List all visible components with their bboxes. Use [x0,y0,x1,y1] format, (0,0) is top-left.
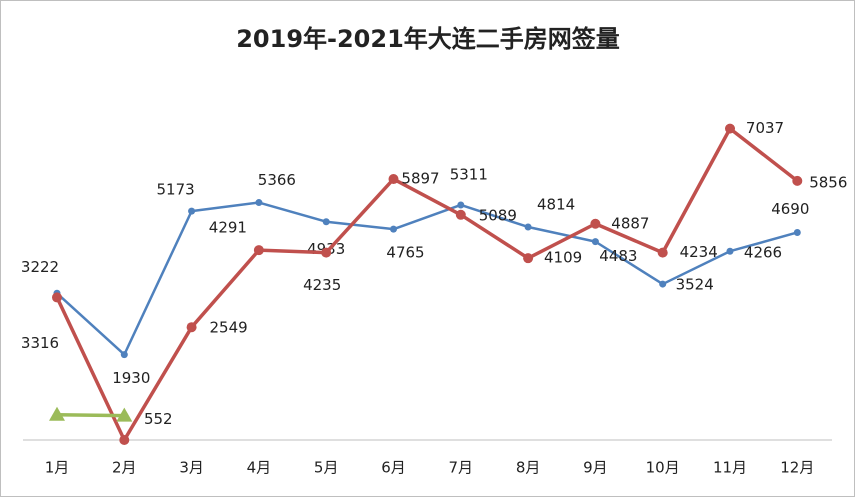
data-label: 4887 [611,214,649,232]
point [186,322,197,333]
data-label: 3222 [21,258,59,276]
x-tick-label: 3月 [179,459,204,477]
data-label: 1930 [112,369,150,387]
x-tick-label: 5月 [314,459,339,477]
point [119,435,130,445]
data-label: 3524 [676,276,714,294]
data-label: 5366 [258,171,296,189]
x-tick-label: 10月 [646,459,680,477]
point [188,207,196,215]
point [524,223,532,231]
point [255,199,263,207]
point [321,247,332,258]
point [793,228,801,236]
point [49,406,65,421]
x-tick-label: 8月 [516,459,541,477]
data-label: 4765 [386,244,424,262]
data-label: 7037 [746,119,784,137]
point [253,245,264,256]
point [52,292,62,303]
point [322,218,330,226]
data-label: 5856 [809,173,847,191]
data-label: 2549 [210,319,248,337]
data-label: 4266 [744,244,782,262]
point [590,218,601,229]
x-tick-label: 4月 [247,459,272,477]
x-tick-label: 11月 [713,459,747,477]
point [725,123,735,134]
data-label: 4234 [680,243,718,261]
x-tick-label: 7月 [449,459,474,477]
data-label: 552 [144,410,173,428]
point [657,247,668,258]
series-line [56,201,798,356]
series-line [56,413,125,418]
chart-title: 2019年-2021年大连二手房网签量 [236,25,620,53]
data-label: 5311 [450,165,488,183]
data-label: 5173 [157,181,195,199]
data-label: 4291 [209,219,247,237]
point [390,225,397,233]
point [120,351,128,359]
x-tick-label: 1月 [45,459,70,477]
x-tick-label: 12月 [780,459,814,477]
point [591,238,599,246]
series-line [55,126,799,442]
point [523,253,534,264]
data-label: 4235 [303,276,341,294]
point [116,407,133,422]
point [726,247,734,255]
x-tick-label: 9月 [583,459,608,477]
point [457,201,465,209]
data-label: 4483 [599,247,637,265]
x-tick-label: 6月 [381,459,406,477]
point [455,209,466,220]
x-tick-label: 2月 [112,459,137,477]
point [792,175,803,186]
data-label: 3316 [21,334,59,352]
data-label: 5897 [401,170,439,188]
data-label: 5089 [479,206,517,224]
point [659,280,667,288]
data-label: 4814 [537,195,575,213]
data-label: 4109 [544,249,582,267]
data-label: 4690 [771,200,809,218]
point [388,174,399,185]
